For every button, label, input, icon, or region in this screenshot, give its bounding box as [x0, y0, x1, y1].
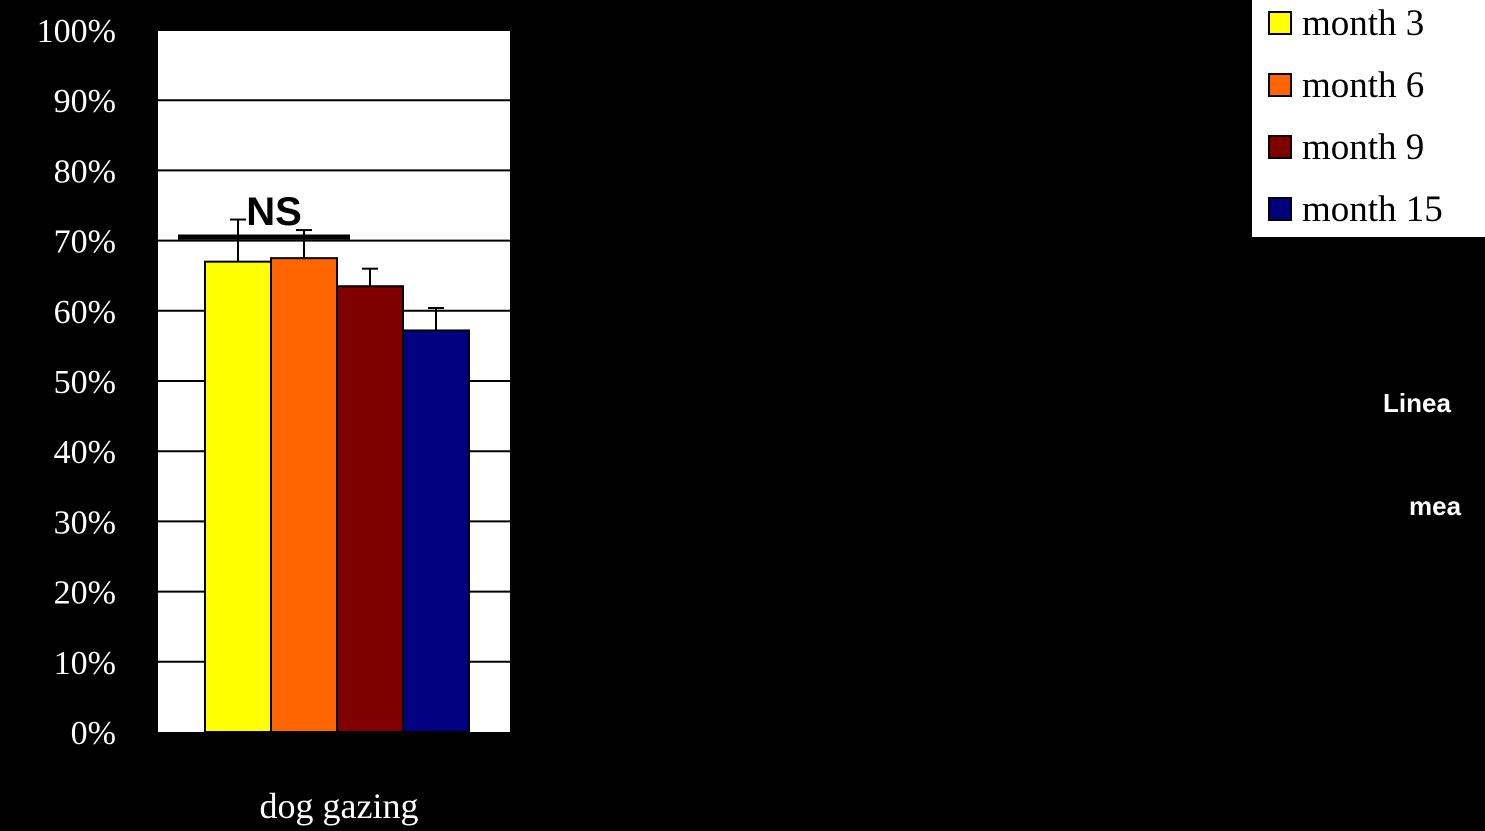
y-tick-label: 20% — [54, 575, 116, 612]
legend-item-month-6: month 6 — [1252, 54, 1485, 116]
y-tick-label: 80% — [54, 153, 116, 190]
side-text-line-1: Linea — [1383, 388, 1451, 418]
legend-label: month 9 — [1302, 126, 1425, 168]
legend-swatch — [1268, 11, 1292, 35]
y-tick-label: 40% — [54, 434, 116, 471]
bar-month-3 — [204, 260, 272, 733]
legend: month 3 month 6 month 9 month 15 — [1252, 0, 1485, 237]
legend-item-month-3: month 3 — [1252, 0, 1485, 54]
legend-item-month-9: month 9 — [1252, 116, 1485, 178]
legend-swatch — [1268, 73, 1292, 97]
legend-swatch — [1268, 135, 1292, 159]
legend-item-month-15: month 15 — [1252, 178, 1485, 240]
bar-month-9 — [336, 285, 404, 733]
x-category-label: dog gazing — [260, 786, 419, 826]
y-tick-label: 100% — [37, 13, 116, 50]
legend-label: month 15 — [1302, 188, 1443, 230]
y-tick-label: 90% — [54, 83, 116, 120]
y-tick-label: 60% — [54, 294, 116, 331]
y-tick-label: 0% — [71, 715, 116, 752]
y-tick-label: 10% — [54, 645, 116, 682]
y-tick-label: 70% — [54, 224, 116, 261]
y-tick-label: 30% — [54, 504, 116, 541]
bar-month-6 — [270, 257, 338, 733]
y-tick-label: 50% — [54, 364, 116, 401]
bar-month-15 — [402, 329, 470, 733]
significance-label: NS — [246, 190, 302, 234]
legend-label: month 6 — [1302, 64, 1425, 106]
legend-swatch — [1268, 197, 1292, 221]
legend-label: month 3 — [1302, 2, 1425, 44]
side-text-line-2: mea — [1409, 491, 1462, 521]
